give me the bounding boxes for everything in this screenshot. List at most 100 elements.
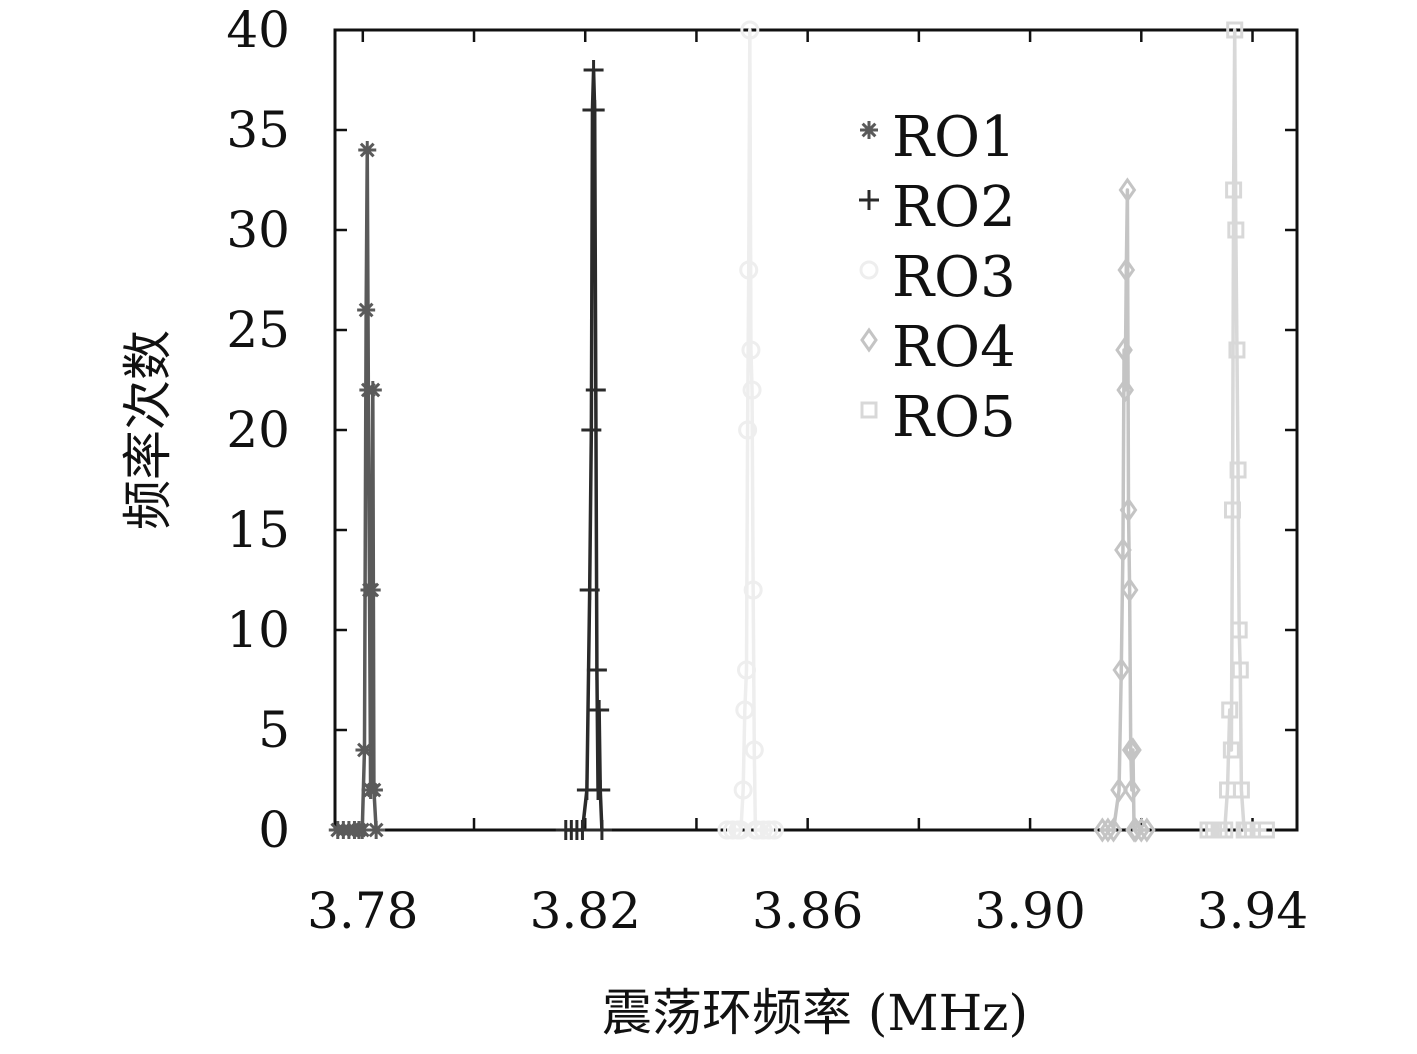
y-tick-label: 35	[226, 101, 290, 159]
data-point	[1119, 497, 1138, 523]
legend-label: RO4	[892, 315, 1016, 380]
data-point	[579, 580, 600, 600]
data-point	[736, 660, 756, 680]
x-tick-label: 3.86	[752, 882, 863, 940]
series-RO5	[1199, 21, 1275, 839]
series-RO3	[717, 20, 784, 840]
y-tick-label: 20	[226, 401, 290, 459]
x-tick-label: 3.82	[530, 882, 641, 940]
axis-ticks	[335, 28, 1297, 832]
data-point	[733, 780, 753, 800]
data-point	[583, 60, 604, 80]
data-point	[1228, 341, 1246, 359]
data-point	[591, 820, 612, 840]
data-point	[364, 781, 383, 799]
data-point	[1118, 177, 1137, 203]
legend-entry: RO3	[859, 245, 1016, 310]
data-point	[738, 420, 758, 440]
data-point	[358, 141, 377, 159]
y-tick-label: 10	[226, 601, 290, 659]
data-point	[1099, 817, 1117, 843]
data-point	[742, 380, 762, 400]
y-tick-label: 15	[226, 501, 290, 559]
legend-entry: RO2	[859, 175, 1016, 240]
data-point	[590, 780, 611, 800]
data-point	[1120, 577, 1139, 603]
data-point	[740, 20, 760, 40]
legend-marker	[860, 121, 878, 139]
data-point	[355, 741, 374, 759]
y-axis-title: 频率次数	[119, 330, 177, 530]
series-line	[727, 28, 775, 832]
legend-entry: RO1	[860, 105, 1016, 170]
data-point	[764, 820, 784, 840]
data-point	[363, 381, 382, 399]
data-point	[1117, 257, 1136, 283]
data-point	[741, 340, 761, 360]
tick-labels: 3.78 3.82 3.86 3.90 3.94 0 5 10 15 20 25 30 35 40	[226, 1, 1308, 940]
data-point	[1116, 377, 1135, 403]
series-line	[337, 148, 378, 832]
data-point	[1138, 817, 1156, 843]
data-point	[1132, 817, 1151, 843]
data-point	[723, 820, 743, 840]
y-tick-label: 30	[226, 201, 290, 259]
data-point	[1110, 777, 1128, 803]
data-point	[1225, 181, 1243, 199]
x-tick-label: 3.78	[307, 882, 418, 940]
data-point	[744, 740, 764, 760]
legend-entry: RO5	[860, 385, 1016, 450]
x-axis-title: 震荡环频率 (MHz)	[602, 984, 1028, 1042]
legend-marker	[860, 327, 878, 353]
series-RO1	[328, 141, 386, 839]
data-point	[1229, 461, 1247, 479]
series-layer	[328, 20, 1275, 843]
y-tick-label: 0	[258, 801, 290, 859]
data-point	[1216, 821, 1234, 839]
data-point	[584, 100, 605, 120]
data-point	[735, 700, 755, 720]
data-point	[1257, 821, 1275, 839]
data-point	[585, 380, 606, 400]
data-point	[753, 820, 773, 840]
y-tick-label: 40	[226, 1, 290, 59]
series-line	[1102, 188, 1147, 832]
data-point	[1231, 661, 1249, 679]
data-point	[1230, 621, 1248, 639]
data-point	[357, 301, 376, 319]
series-line	[565, 68, 604, 832]
data-point	[581, 420, 602, 440]
data-point	[362, 581, 381, 599]
data-point	[717, 820, 737, 840]
data-point	[1223, 501, 1241, 519]
legend-label: RO1	[892, 105, 1016, 170]
legend-marker	[859, 190, 879, 210]
data-point	[1121, 737, 1140, 763]
data-point	[572, 820, 593, 840]
data-point	[367, 821, 386, 839]
legend-marker	[860, 401, 878, 419]
legend-marker	[859, 260, 879, 280]
data-point	[743, 580, 763, 600]
legend-label: RO2	[892, 175, 1016, 240]
data-point	[1227, 221, 1245, 239]
data-point	[1226, 21, 1244, 39]
data-point	[1124, 737, 1142, 763]
x-tick-label: 3.94	[1197, 882, 1308, 940]
series-RO4	[1093, 177, 1156, 843]
legend-label: RO5	[892, 385, 1016, 450]
data-point	[1232, 781, 1250, 799]
series-RO2	[555, 60, 612, 840]
data-point	[589, 700, 610, 720]
data-point	[1221, 701, 1239, 719]
x-tick-label: 3.90	[974, 882, 1085, 940]
y-tick-label: 25	[226, 301, 290, 359]
data-point	[739, 260, 759, 280]
data-point	[1123, 777, 1141, 803]
data-point	[1104, 817, 1123, 843]
legend-label: RO3	[892, 245, 1016, 310]
legend-entry: RO4	[860, 315, 1016, 380]
data-point	[1115, 337, 1133, 363]
data-point	[1222, 741, 1240, 759]
